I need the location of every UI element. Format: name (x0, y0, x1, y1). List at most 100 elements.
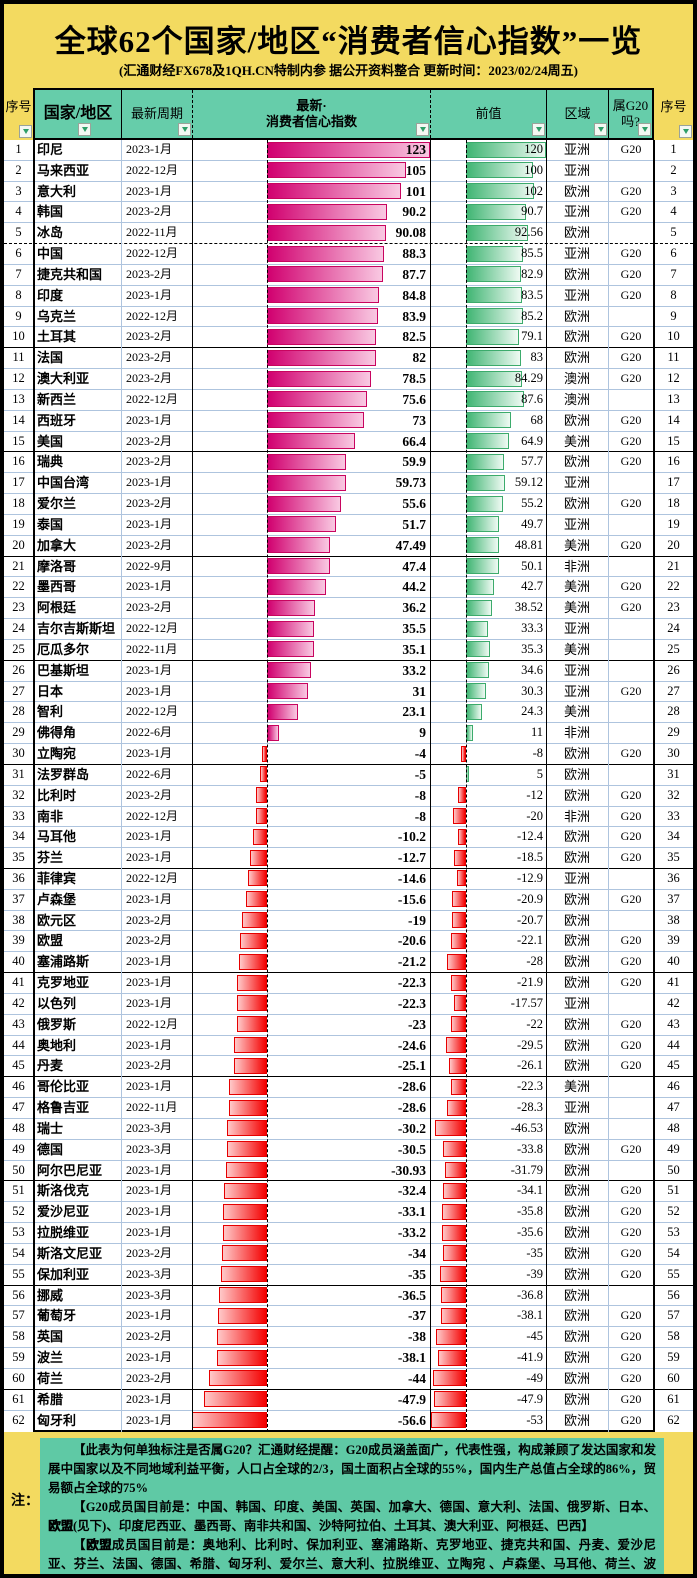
table-row: 44 奥地利 2023-1月 -24.6 -29.5 欧洲 G20 44 (4, 1036, 693, 1057)
g20-flag: G20 (620, 829, 642, 844)
row-index-right: 40 (667, 954, 680, 969)
latest-period: 2023-2月 (126, 1058, 172, 1073)
row-index-right: 4 (670, 204, 677, 219)
table-row: 37 卢森堡 2023-1月 -15.6 -20.9 欧洲 G20 37 (4, 890, 693, 911)
row-index-right: 45 (667, 1058, 680, 1073)
region-value: 欧洲 (563, 183, 590, 199)
region-value: 欧洲 (563, 1037, 590, 1053)
g20-flag (608, 869, 654, 889)
region-value: 欧洲 (563, 1350, 590, 1366)
latest-value: -32.4 (397, 1183, 426, 1199)
row-index-right: 39 (667, 933, 680, 948)
row-index-left: 44 (12, 1037, 25, 1052)
latest-value: -33.2 (397, 1225, 426, 1241)
latest-period: 2023-2月 (126, 787, 172, 802)
region-value: 欧洲 (563, 787, 590, 803)
region-value: 欧洲 (563, 1162, 590, 1178)
latest-period: 2023-1月 (126, 475, 172, 490)
region-value: 非洲 (563, 725, 590, 741)
latest-period: 2023-1月 (126, 1308, 172, 1323)
row-index-right: 36 (667, 870, 680, 885)
latest-period: 2023-1月 (126, 746, 172, 761)
databar-cell-prev (430, 1161, 546, 1181)
latest-value: -35 (408, 1266, 426, 1282)
country-name: 美国 (37, 433, 64, 449)
latest-period: 2023-1月 (126, 850, 172, 865)
previous-value: 5 (536, 766, 543, 781)
databar-cell-latest (192, 1223, 430, 1243)
filter-button-period[interactable] (178, 123, 191, 136)
filter-button-seq-right[interactable] (679, 125, 692, 138)
filter-button-seq-left[interactable] (19, 125, 32, 138)
previous-value: -12 (526, 787, 543, 802)
g20-flag (608, 307, 654, 327)
country-name: 以色列 (37, 995, 77, 1011)
previous-value: -36.8 (516, 1287, 543, 1302)
databar-cell-latest (192, 994, 430, 1014)
table-row: 51 斯洛伐克 2023-1月 -32.4 -34.1 欧洲 G20 51 (4, 1181, 693, 1203)
g20-flag: G20 (620, 933, 642, 948)
row-index-left: 47 (12, 1100, 25, 1115)
table-row: 59 波兰 2023-1月 -38.1 -41.9 欧洲 G20 59 (4, 1348, 693, 1369)
row-index-left: 31 (12, 766, 25, 781)
country-name: 波兰 (37, 1350, 64, 1366)
table-row: 5 冰岛 2022-11月 90.08 92.56 欧洲 5 (4, 223, 693, 245)
latest-value: 87.7 (402, 266, 426, 282)
data-bar-latest (237, 995, 267, 1012)
filter-button-latest[interactable] (416, 123, 429, 136)
row-index-right: 60 (667, 1370, 680, 1385)
column-header-label: 国家/地区 (43, 105, 113, 122)
latest-period: 2023-1月 (126, 1183, 172, 1198)
region-value: 欧洲 (563, 1204, 590, 1220)
filter-button-g20[interactable] (638, 123, 651, 136)
country-name: 欧盟 (37, 933, 64, 949)
databar-cell-latest (192, 1286, 430, 1306)
filter-button-country[interactable] (78, 123, 91, 136)
databar-cell-prev (430, 786, 546, 806)
g20-flag (608, 723, 654, 743)
latest-period: 2023-1月 (126, 142, 172, 156)
table-row: 7 捷克共和国 2023-2月 87.7 82.9 欧洲 G20 7 (4, 265, 693, 286)
table-row: 61 希腊 2023-1月 -47.9 -47.9 欧洲 G20 61 (4, 1390, 693, 1411)
row-index-right: 6 (670, 246, 677, 261)
latest-period: 2023-1月 (126, 412, 172, 427)
previous-value: -12.4 (516, 829, 543, 844)
previous-value: 90.7 (521, 204, 543, 219)
previous-value: -53 (526, 1412, 543, 1427)
g20-flag: G20 (620, 975, 642, 990)
row-index-right: 62 (667, 1412, 680, 1427)
previous-value: -35.6 (516, 1225, 543, 1240)
data-bar-latest (256, 787, 267, 804)
latest-period: 2023-2月 (126, 329, 172, 344)
country-name: 俄罗斯 (37, 1016, 77, 1032)
row-index-left: 26 (12, 662, 25, 677)
previous-value: -31.79 (510, 1162, 543, 1177)
country-name: 荷兰 (37, 1370, 64, 1386)
table-row: 36 菲律宾 2022-12月 -14.6 -12.9 亚洲 36 (4, 869, 693, 890)
data-bar-prev (458, 787, 466, 804)
previous-value: 64.9 (521, 433, 543, 448)
filter-button-prev[interactable] (532, 123, 545, 136)
region-value: 非洲 (563, 558, 590, 574)
note-label: 注： (11, 1494, 39, 1509)
g20-flag: G20 (620, 808, 642, 823)
row-index-right: 25 (667, 641, 680, 656)
data-bar-latest (220, 1266, 267, 1283)
databar-cell-prev (430, 1244, 546, 1264)
row-index-right: 3 (670, 183, 677, 198)
data-bar-latest (221, 1245, 267, 1262)
g20-flag: G20 (620, 683, 642, 698)
data-bar-prev (452, 912, 466, 929)
country-name: 中国台湾 (37, 475, 90, 491)
latest-value: -37 (408, 1308, 426, 1324)
g20-flag (608, 702, 654, 722)
region-value: 欧洲 (563, 1308, 590, 1324)
databar-cell-latest (192, 1140, 430, 1160)
latest-period: 2022-12月 (126, 808, 178, 823)
latest-value: 84.8 (402, 287, 426, 303)
latest-period: 2023-1月 (126, 287, 172, 302)
data-bar-prev (443, 1141, 466, 1158)
table-row: 32 比利时 2023-2月 -8 -12 欧洲 G20 32 (4, 786, 693, 807)
filter-button-region[interactable] (594, 123, 607, 136)
country-name: 比利时 (37, 787, 77, 803)
